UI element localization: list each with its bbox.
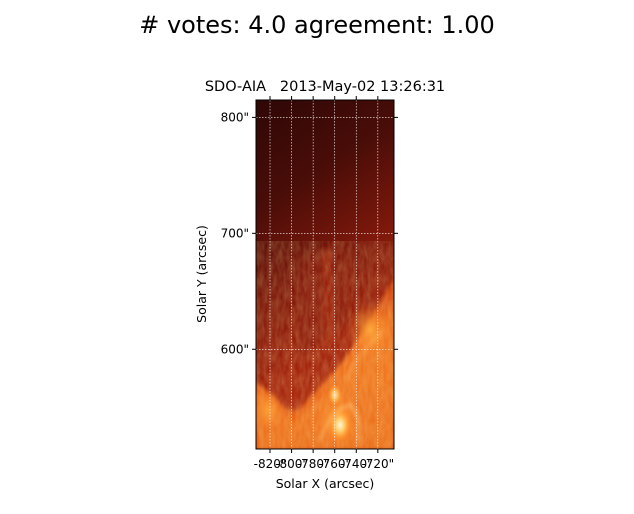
figure-suptitle: # votes: 4.0 agreement: 1.00 [139,11,495,39]
x-tick-label: -780" [297,457,330,471]
axis-ticks: -820"-800"-780"-760"-740"-720" 800" 700" 60… [221,96,398,471]
solar-image [256,100,394,449]
plot-frame [255,99,395,450]
x-tick-label: -720" [361,457,394,471]
plot-title: SDO-AIA 2013-May-02 13:26:31 [204,79,446,95]
x-tick-label: -820" [254,457,287,471]
x-tick-label: -760" [318,457,351,471]
y-tick-label: 700" [221,226,249,240]
y-axis-label: Solar Y (arcsec) [194,225,209,323]
y-tick-label: 600" [221,342,249,356]
y-tick-label: 800" [221,110,249,124]
x-tick-label: -800" [275,457,308,471]
x-tick-label: -740" [340,457,373,471]
x-axis-label: Solar X (arcsec) [276,476,375,491]
grid-lines [256,100,394,449]
